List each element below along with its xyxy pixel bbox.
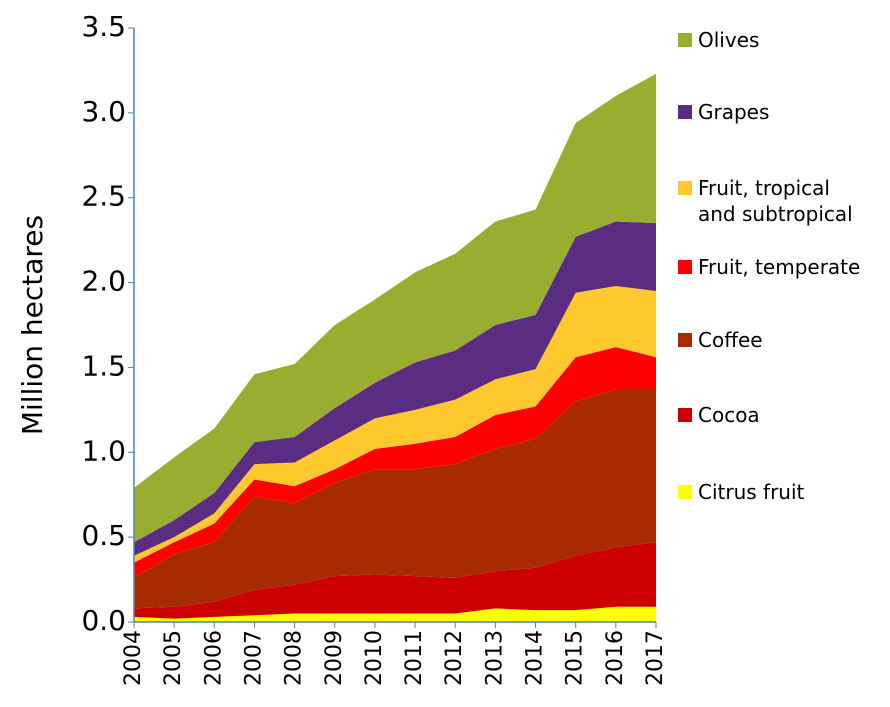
x-tick-label: 2012: [442, 630, 467, 686]
area: [134, 606, 656, 622]
x-tick-label: 2011: [402, 630, 427, 686]
x-tick-label: 2006: [201, 630, 226, 686]
legend-item: Grapes: [678, 99, 868, 125]
legend-item: Olives: [678, 27, 868, 53]
x-tick-label: 2015: [563, 630, 588, 686]
x-tick-label: 2009: [322, 630, 347, 686]
legend-swatch: [678, 485, 692, 499]
y-tick-label: 1.0: [81, 434, 126, 467]
y-tick-label: 3.0: [81, 95, 126, 128]
x-tick-label: 2013: [482, 630, 507, 686]
y-tick-label: 3.5: [81, 10, 126, 43]
x-tick-label: 2008: [282, 630, 307, 686]
area: [134, 285, 656, 563]
legend-label: Fruit, tropical and subtropical: [698, 176, 853, 226]
y-tick-label: 2.5: [81, 180, 126, 213]
x-tick-label: 2004: [121, 630, 146, 686]
y-tick-label: 0.5: [81, 519, 126, 552]
legend-label: Citrus fruit: [698, 480, 805, 504]
legend-label: Olives: [698, 28, 760, 52]
area: [134, 73, 656, 543]
legend-swatch: [678, 260, 692, 274]
legend-label: Fruit, temperate: [698, 255, 861, 279]
legend-swatch: [678, 181, 692, 195]
y-axis-label: Million hectares: [16, 215, 49, 435]
legend-item: Citrus fruit: [678, 479, 868, 505]
legend-item: Fruit, tropical and subtropical: [678, 175, 868, 227]
area: [134, 221, 656, 556]
x-tick-label: 2014: [523, 630, 548, 686]
area: [134, 542, 656, 619]
legend-label: Cocoa: [698, 403, 760, 427]
legend-item: Fruit, temperate: [678, 254, 868, 280]
x-tick-label: 2005: [161, 630, 186, 686]
legend-item: Cocoa: [678, 402, 868, 428]
legend-swatch: [678, 333, 692, 347]
x-tick-label: 2007: [241, 630, 266, 686]
y-tick-label: 0.0: [81, 604, 126, 637]
x-tick-label: 2010: [362, 630, 387, 686]
legend-label: Coffee: [698, 328, 763, 352]
area: [134, 347, 656, 578]
y-tick-label: 1.5: [81, 349, 126, 382]
legend-label: Grapes: [698, 100, 770, 124]
x-tick-label: 2017: [643, 630, 668, 686]
legend-swatch: [678, 408, 692, 422]
legend-swatch: [678, 33, 692, 47]
legend-swatch: [678, 105, 692, 119]
x-tick-label: 2016: [603, 630, 628, 686]
y-tick-label: 2.0: [81, 265, 126, 298]
legend-item: Coffee: [678, 327, 868, 353]
areas: [134, 73, 656, 622]
area: [134, 389, 656, 609]
